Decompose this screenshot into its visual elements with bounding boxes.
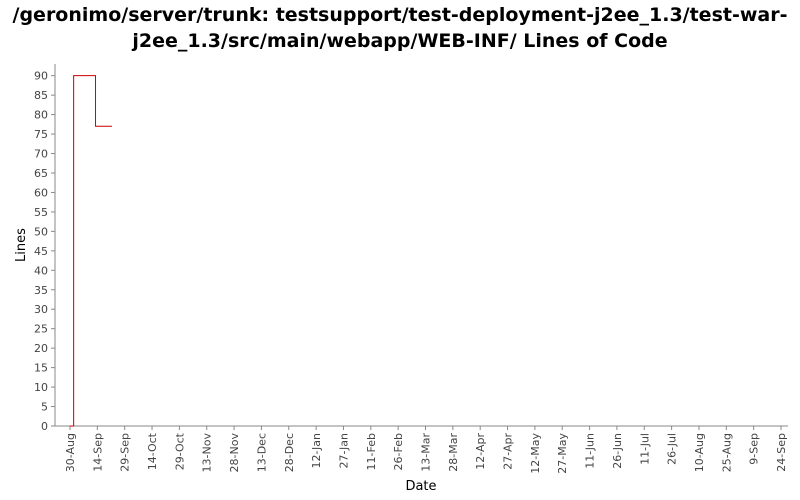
x-tick-label: 12-May: [529, 433, 542, 474]
y-axis-label: Lines: [14, 228, 29, 262]
x-tick-label: 29-Oct: [173, 432, 186, 470]
plot-area: [55, 64, 788, 426]
x-tick-label: 11-Jul: [638, 433, 651, 465]
y-tick-label: 25: [34, 323, 48, 336]
x-tick-label: 26-Feb: [392, 433, 405, 470]
x-tick-label: 28-Dec: [283, 433, 296, 472]
x-axis-label: Date: [405, 479, 436, 494]
x-tick-label: 14-Sep: [91, 433, 104, 472]
y-tick-label: 40: [34, 264, 48, 277]
x-tick-label: 11-Jun: [584, 433, 597, 469]
x-tick-label: 24-Sep: [775, 433, 788, 472]
y-tick-label: 0: [41, 420, 48, 433]
x-tick-label: 13-Dec: [255, 433, 268, 472]
x-tick-label: 10-Aug: [693, 433, 706, 472]
y-tick-label: 85: [34, 89, 48, 102]
x-tick-label: 29-Sep: [119, 433, 132, 472]
x-tick-label: 12-Apr: [474, 433, 487, 470]
x-tick-label: 27-Jan: [337, 433, 350, 469]
chart-title: /geronimo/server/trunk: testsupport/test…: [0, 2, 800, 54]
y-tick-label: 65: [34, 167, 48, 180]
x-tick-label: 13-Mar: [420, 433, 433, 472]
x-tick-label: 9-Sep: [748, 433, 761, 465]
y-tick-label: 35: [34, 284, 48, 297]
x-tick-label: 13-Nov: [201, 433, 214, 473]
x-tick-label: 12-Jan: [310, 433, 323, 469]
x-tick-label: 26-Jun: [611, 433, 624, 469]
y-tick-label: 30: [34, 303, 48, 316]
y-tick-label: 20: [34, 342, 48, 355]
x-tick-label: 27-Apr: [502, 433, 515, 470]
x-tick-label: 26-Jul: [666, 433, 679, 465]
y-tick-label: 55: [34, 206, 48, 219]
y-tick-label: 5: [41, 401, 48, 414]
y-tick-label: 10: [34, 381, 48, 394]
x-tick-label: 27-May: [556, 433, 569, 474]
y-tick-label: 50: [34, 225, 48, 238]
y-tick-label: 75: [34, 128, 48, 141]
x-tick-label: 28-Mar: [447, 433, 460, 472]
x-tick-label: 30-Aug: [64, 433, 77, 472]
series-line: [70, 75, 112, 427]
chart-title-line-2: j2ee_1.3/src/main/webapp/WEB-INF/ Lines …: [132, 30, 668, 52]
y-tick-label: 60: [34, 186, 48, 199]
x-tick-label: 28-Nov: [228, 433, 241, 473]
y-tick-label: 80: [34, 109, 48, 122]
x-tick-label: 25-Aug: [720, 433, 733, 472]
y-tick-label: 45: [34, 245, 48, 258]
y-tick-label: 70: [34, 148, 48, 161]
y-tick-label: 90: [34, 70, 48, 83]
x-tick-label: 14-Oct: [146, 432, 159, 470]
x-tick-label: 11-Feb: [365, 433, 378, 470]
chart-title-line-1: /geronimo/server/trunk: testsupport/test…: [12, 4, 788, 26]
y-tick-label: 15: [34, 362, 48, 375]
